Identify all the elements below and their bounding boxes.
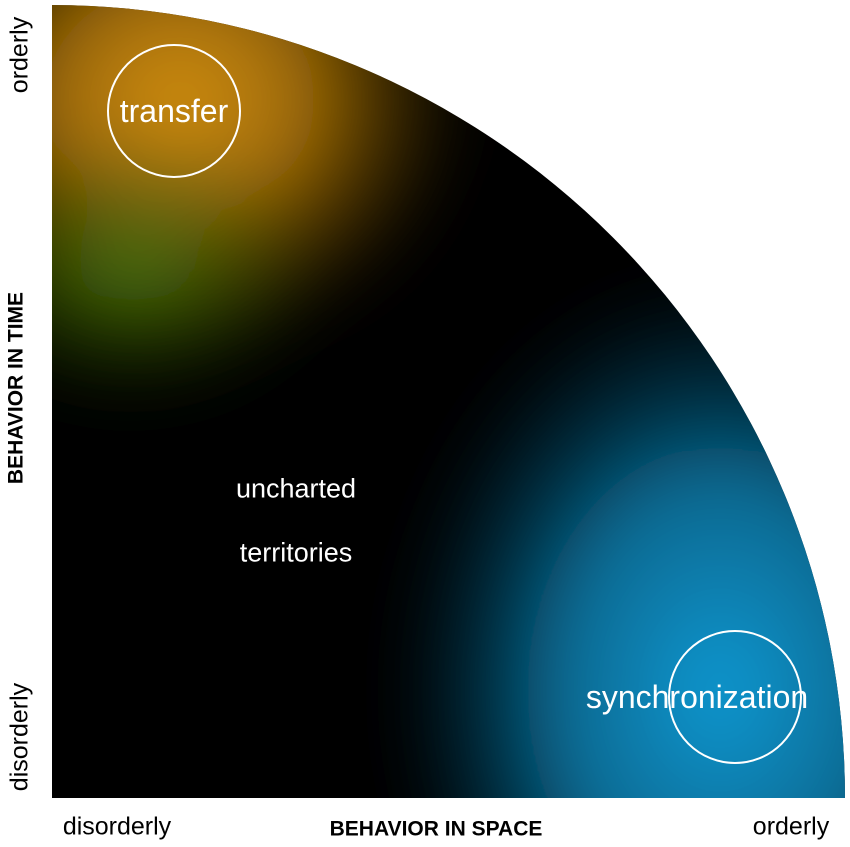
x-axis-title: BEHAVIOR IN SPACE (329, 817, 543, 841)
y-axis-title: BEHAVIOR IN TIME (4, 291, 28, 485)
y-axis-high-label: orderly (5, 16, 34, 94)
transfer-glow (52, 5, 470, 350)
x-axis-high-label: orderly (752, 812, 830, 841)
uncharted-label-line1: uncharted (235, 473, 357, 504)
green-tint-glow (52, 130, 330, 410)
y-axis-low-label: disorderly (5, 682, 34, 792)
synchronization-glow (390, 270, 845, 798)
synchronization-label: synchronization (585, 679, 809, 715)
transfer-label: transfer (119, 93, 229, 129)
transfer-circle (107, 44, 241, 178)
x-axis-low-label: disorderly (62, 812, 172, 841)
uncharted-label-line2: territories (239, 537, 353, 568)
synchronization-circle (668, 630, 802, 764)
